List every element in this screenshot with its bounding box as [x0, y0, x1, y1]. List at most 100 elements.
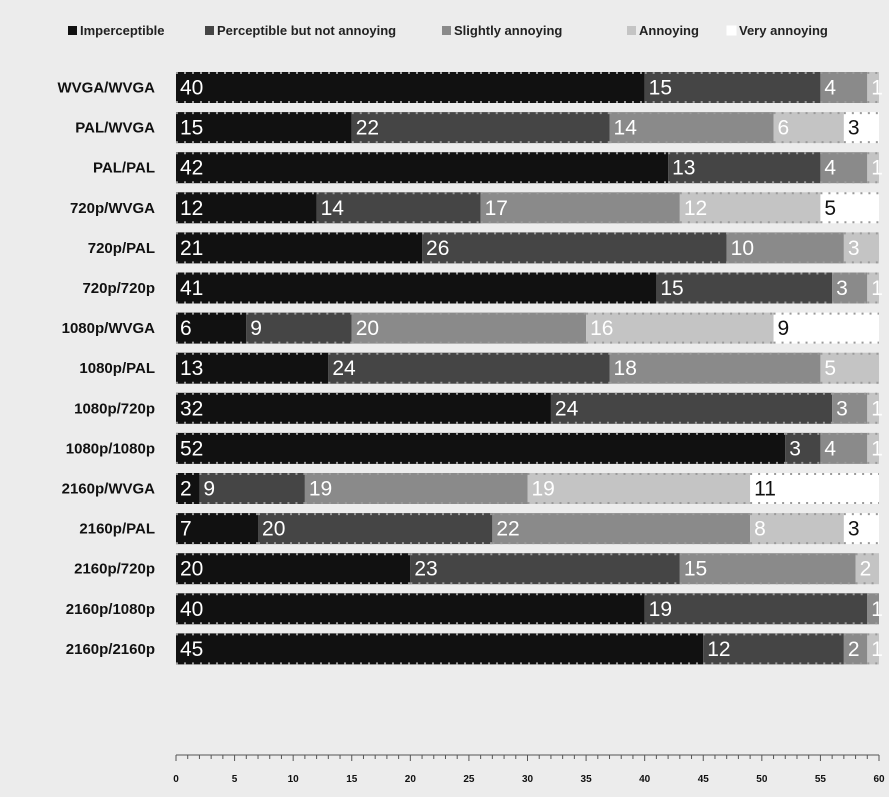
category-label: 2160p/PAL	[79, 521, 155, 538]
bar-segment-slightly-annoying	[304, 473, 528, 504]
bar-segment-perceptible-but-not-annoying	[422, 232, 727, 264]
data-label: 20	[180, 558, 203, 581]
data-label: 8	[754, 518, 766, 541]
data-label: 4	[824, 437, 836, 460]
category-label: 2160p/WVGA	[62, 481, 156, 498]
bar-segment-slightly-annoying	[832, 272, 868, 304]
bar-segment-annoying	[867, 272, 879, 304]
bar-segment-slightly-annoying	[480, 192, 680, 224]
bar-segment-imperceptible	[176, 473, 200, 504]
category-label: 720p/WVGA	[70, 200, 155, 217]
bar-segment-perceptible-but-not-annoying	[316, 192, 481, 224]
data-label: 16	[590, 317, 613, 340]
data-label: 14	[321, 197, 345, 220]
bar-segment-imperceptible	[176, 232, 423, 264]
bar-segment-imperceptible	[176, 72, 645, 103]
data-label: 24	[555, 397, 579, 420]
legend-swatch-imperceptible	[68, 26, 77, 35]
data-label: 2	[180, 478, 192, 501]
data-label: 9	[203, 478, 215, 501]
legend-swatch-perceptible-but-not-annoying	[205, 26, 214, 35]
bar-segment-very-annoying	[820, 192, 879, 224]
data-label: 1	[871, 397, 883, 420]
bar-segment-slightly-annoying	[609, 352, 821, 384]
bar-segment-annoying	[773, 112, 844, 144]
bar-segment-slightly-annoying	[492, 513, 751, 545]
category-label: 2160p/1080p	[66, 601, 155, 618]
bar-segment-perceptible-but-not-annoying	[199, 473, 305, 504]
data-label: 32	[180, 397, 203, 420]
data-label: 52	[180, 437, 203, 460]
bar-segment-annoying	[679, 192, 821, 224]
data-label: 1	[871, 638, 883, 661]
bar-segment-very-annoying	[843, 513, 879, 545]
bar-segment-annoying	[820, 352, 879, 384]
bar-segment-perceptible-but-not-annoying	[656, 272, 833, 304]
category-label: 1080p/720p	[74, 400, 155, 417]
data-label: 5	[824, 197, 836, 220]
data-label: 3	[836, 397, 848, 420]
data-label: 14	[614, 117, 638, 140]
data-label: 45	[180, 638, 203, 661]
bar-segment-perceptible-but-not-annoying	[258, 513, 493, 545]
data-label: 9	[250, 317, 262, 340]
data-label: 3	[848, 237, 860, 260]
data-label: 3	[848, 518, 860, 541]
data-label: 41	[180, 277, 203, 300]
bar-segment-imperceptible	[176, 593, 645, 625]
x-tick-label: 15	[346, 774, 358, 785]
data-label: 10	[731, 237, 754, 260]
category-label: PAL/WVGA	[75, 120, 155, 137]
bar-segment-annoying	[843, 232, 879, 264]
data-label: 6	[778, 117, 790, 140]
data-label: 2	[860, 558, 872, 581]
data-label: 22	[496, 518, 519, 541]
data-label: 15	[684, 558, 707, 581]
bar-segment-annoying	[750, 513, 844, 545]
bar-segment-perceptible-but-not-annoying	[351, 112, 610, 144]
bar-segment-slightly-annoying	[820, 152, 868, 184]
data-label: 4	[824, 77, 836, 100]
data-label: 20	[356, 317, 379, 340]
bar-segment-perceptible-but-not-annoying	[246, 312, 352, 344]
x-tick-label: 20	[405, 774, 417, 785]
category-label: 1080p/PAL	[79, 360, 155, 377]
bar-segment-annoying	[867, 152, 879, 184]
data-label: 5	[824, 357, 836, 380]
bar-segment-imperceptible	[176, 392, 551, 424]
data-label: 42	[180, 157, 203, 180]
data-label: 12	[180, 197, 203, 220]
bar-segment-very-annoying	[773, 312, 879, 344]
category-label: 1080p/1080p	[66, 440, 155, 457]
bar-segment-perceptible-but-not-annoying	[328, 352, 610, 384]
bar-segment-imperceptible	[176, 112, 352, 144]
bar-segment-imperceptible	[176, 192, 317, 224]
bar-segment-imperceptible	[176, 633, 704, 665]
bar-segment-perceptible-but-not-annoying	[668, 152, 821, 184]
x-tick-label: 35	[581, 774, 593, 785]
data-label: 24	[332, 357, 356, 380]
legend-swatch-slightly-annoying	[442, 26, 451, 35]
bar-segment-annoying	[855, 553, 879, 585]
data-label: 9	[778, 317, 790, 340]
bar-segment-slightly-annoying	[679, 553, 856, 585]
category-label: 1080p/WVGA	[62, 320, 156, 337]
category-label: 720p/720p	[82, 280, 155, 297]
data-label: 6	[180, 317, 192, 340]
data-label: 1	[871, 437, 883, 460]
bar-segment-perceptible-but-not-annoying	[644, 72, 821, 103]
x-tick-label: 55	[815, 774, 827, 785]
bar-segment-perceptible-but-not-annoying	[703, 633, 844, 665]
category-label: 720p/PAL	[88, 240, 155, 257]
x-tick-label: 30	[522, 774, 534, 785]
legend-label-perceptible-but-not-annoying: Perceptible but not annoying	[217, 23, 396, 38]
category-label: 2160p/720p	[74, 561, 155, 578]
data-label: 13	[672, 157, 695, 180]
bar-segment-imperceptible	[176, 352, 329, 384]
bar-segment-very-annoying	[843, 112, 879, 144]
x-tick-label: 50	[756, 774, 768, 785]
data-label: 19	[309, 478, 332, 501]
bar-segment-annoying	[527, 473, 751, 504]
bar-segment-slightly-annoying	[351, 312, 587, 344]
